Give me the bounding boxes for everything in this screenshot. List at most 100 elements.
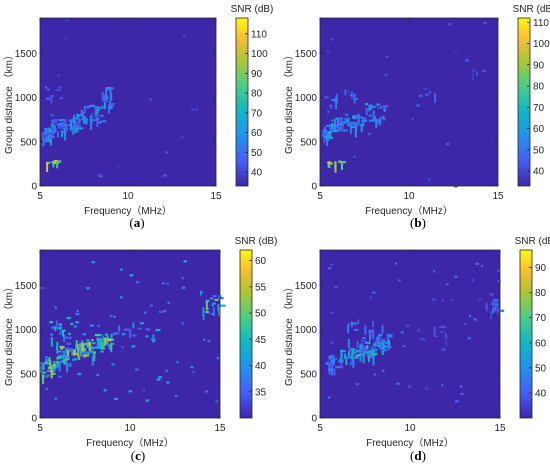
echo-pixel [364, 346, 366, 352]
echo-pixel [66, 349, 69, 361]
echo-pixel [53, 363, 58, 367]
colorbar-tick-label: 70 [533, 103, 545, 114]
noise-pixel [54, 397, 57, 400]
echo-pixel [82, 111, 84, 121]
noise-pixel [215, 400, 219, 403]
noise-pixel [330, 38, 334, 41]
noise-pixel [395, 262, 398, 265]
echo-pixel [66, 316, 72, 320]
noise-pixel [406, 324, 410, 327]
echo-pixel [68, 124, 71, 127]
echo-pixel [59, 97, 63, 100]
echo-pixel [45, 134, 48, 143]
noise-pixel [131, 345, 136, 348]
echo-pixel [211, 304, 214, 307]
echo-pixel [348, 121, 355, 124]
echo-pixel [56, 327, 63, 330]
noise-pixel [400, 331, 404, 334]
noise-pixel [451, 298, 454, 302]
plot-background [40, 18, 216, 186]
echo-pixel [51, 121, 57, 124]
echo-pixel [353, 356, 359, 359]
echo-pixel [362, 352, 365, 364]
echo-pixel [494, 304, 497, 312]
noise-pixel [57, 74, 60, 77]
echo-pixel [99, 338, 104, 341]
echo-pixel [99, 338, 102, 350]
echo-pixel [444, 333, 447, 338]
noise-pixel [191, 108, 194, 111]
echo-pixel [110, 333, 113, 341]
chart-panel-b: 5 10 15 0 500 1000 1500 Frequency（MHz） Group dis… [283, 4, 550, 230]
echo-pixel [339, 359, 344, 362]
echo-pixel [59, 324, 62, 336]
echo-pixel [369, 332, 372, 342]
echo-pixel [333, 130, 338, 133]
noise-pixel [114, 397, 119, 401]
echo-pixel [368, 107, 373, 110]
echo-pixel [352, 348, 355, 355]
noise-pixel [50, 114, 54, 117]
echo-pixel [86, 339, 90, 342]
echo-pixel [42, 136, 45, 147]
echo-pixel [54, 326, 57, 332]
noise-pixel [109, 314, 113, 318]
echo-pixel [41, 134, 44, 139]
colorbar-tick-label: 50 [535, 363, 547, 374]
noise-pixel [207, 311, 211, 314]
echo-pixel [347, 90, 350, 93]
echo-pixel [359, 349, 364, 352]
echo-pixel [362, 117, 367, 120]
colorbar-tick-label: 60 [255, 256, 267, 267]
echo-pixel [368, 349, 373, 353]
echo-pixel [47, 369, 50, 372]
echo-pixel [72, 124, 75, 134]
echo-pixel [375, 339, 378, 346]
echo-pixel [349, 348, 352, 351]
echo-pixel [46, 161, 51, 164]
echo-pixel [91, 339, 94, 342]
echo-pixel [70, 120, 73, 131]
echo-pixel [47, 134, 50, 137]
panel-caption: (d) [410, 448, 426, 463]
colorbar-tick-label: 80 [533, 82, 545, 93]
echo-pixel [90, 119, 93, 131]
echo-pixel [339, 127, 342, 130]
noise-pixel [207, 340, 211, 343]
echo-pixel [62, 360, 66, 364]
echo-pixel [87, 352, 91, 355]
echo-pixel [70, 348, 74, 351]
x-axis-label: Frequency（MHz） [86, 437, 174, 449]
echo-pixel [57, 126, 61, 129]
noise-pixel [111, 363, 115, 366]
echo-pixel [354, 354, 358, 357]
echo-pixel [56, 341, 59, 351]
echo-pixel [123, 328, 130, 331]
noise-pixel [328, 267, 332, 270]
echo-pixel [108, 347, 111, 350]
echo-pixel [328, 131, 332, 134]
echo-pixel [333, 368, 336, 376]
echo-pixel [104, 333, 108, 336]
echo-pixel [340, 161, 346, 164]
echo-pixel [364, 341, 370, 344]
echo-pixel [52, 369, 56, 372]
noise-pixel [63, 37, 67, 40]
echo-pixel [364, 324, 367, 335]
echo-pixel [362, 336, 366, 340]
echo-pixel [337, 120, 344, 123]
echo-pixel [100, 340, 103, 347]
echo-pixel [337, 117, 344, 120]
noise-pixel [128, 390, 133, 393]
echo-pixel [346, 356, 352, 359]
noise-pixel [441, 348, 446, 351]
echo-pixel [359, 123, 362, 126]
echo-pixel [100, 114, 104, 117]
echo-pixel [360, 339, 367, 343]
noise-pixel [83, 341, 88, 345]
noise-pixel [163, 174, 167, 177]
echo-pixel [66, 364, 71, 367]
echo-pixel [58, 160, 62, 163]
echo-pixel [85, 118, 88, 125]
echo-pixel [387, 339, 390, 347]
